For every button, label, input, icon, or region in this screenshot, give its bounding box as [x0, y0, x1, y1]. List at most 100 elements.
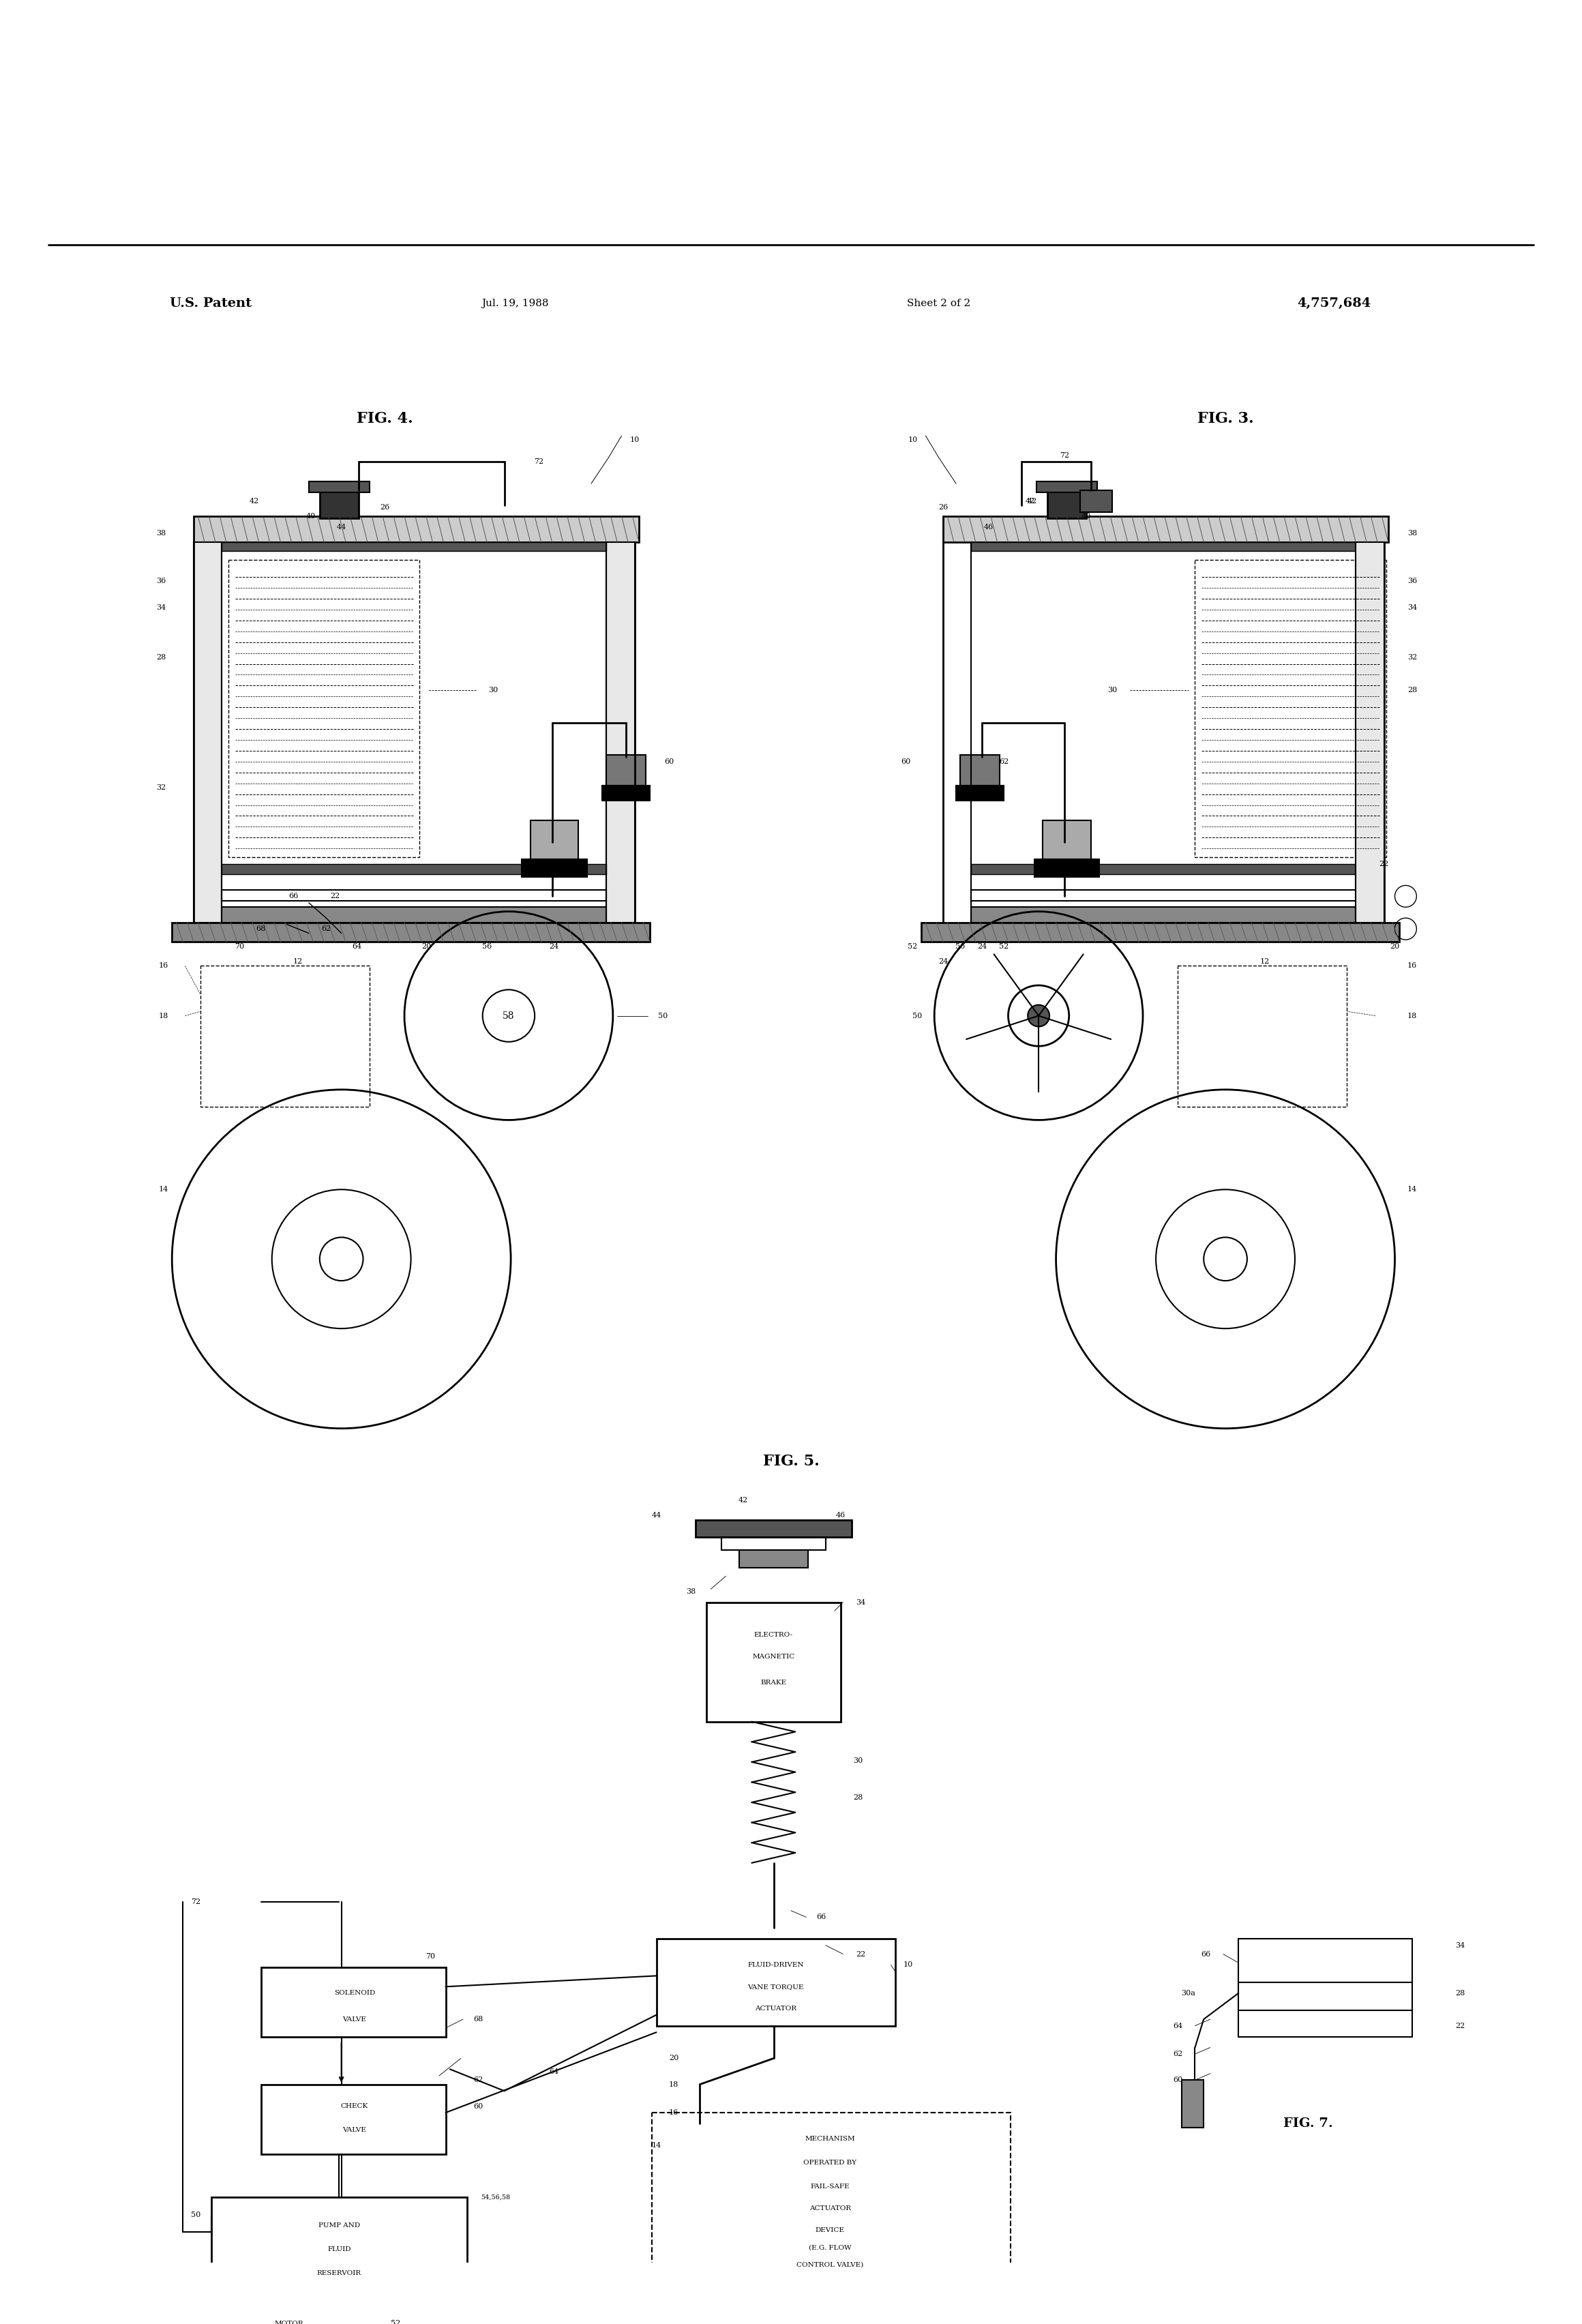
Text: 28: 28	[853, 1794, 864, 1801]
Text: 4,757,684: 4,757,684	[1297, 297, 1372, 309]
Bar	[652, 2113, 1011, 2275]
Bar	[522, 860, 587, 876]
Text: 66: 66	[290, 892, 299, 899]
Bar	[221, 541, 606, 551]
Text: 32: 32	[157, 783, 166, 790]
Text: 64: 64	[351, 944, 361, 951]
Bar	[1239, 1938, 1413, 2036]
Text: 26: 26	[938, 504, 948, 511]
Text: 30: 30	[489, 686, 498, 693]
Text: 22: 22	[331, 892, 340, 899]
Bar	[221, 890, 606, 902]
Text: 10: 10	[630, 437, 639, 444]
Text: ELECTRO-: ELECTRO-	[755, 1631, 793, 1638]
Text: FIG. 5.: FIG. 5.	[763, 1452, 819, 1469]
Text: 14: 14	[652, 2143, 661, 2150]
Bar	[201, 967, 370, 1106]
Bar	[943, 516, 1389, 541]
Text: 72: 72	[1060, 451, 1069, 458]
Bar	[1194, 560, 1386, 858]
Text: 22: 22	[1455, 2022, 1465, 2029]
Text: CHECK: CHECK	[340, 2103, 369, 2110]
Text: 20: 20	[421, 944, 430, 951]
Bar	[261, 2085, 446, 2154]
Bar	[221, 906, 606, 923]
Text: 52: 52	[908, 944, 918, 951]
Text: FIG. 3.: FIG. 3.	[1198, 411, 1253, 425]
Bar	[1177, 967, 1346, 1106]
Bar	[971, 906, 1356, 923]
Text: FIG. 4.: FIG. 4.	[356, 411, 413, 425]
Text: 38: 38	[1408, 530, 1417, 537]
Text: 38: 38	[687, 1587, 696, 1594]
Text: 60: 60	[664, 758, 674, 765]
Text: 36: 36	[1408, 579, 1417, 586]
Text: 18: 18	[669, 2080, 679, 2087]
Text: 14: 14	[158, 1185, 168, 1192]
Bar	[261, 1966, 446, 2036]
Text: FAIL-SAFE: FAIL-SAFE	[810, 2185, 850, 2189]
Bar	[1035, 860, 1099, 876]
Text: FLUID: FLUID	[327, 2247, 351, 2252]
Bar	[606, 755, 645, 786]
Bar	[1182, 2080, 1204, 2129]
Bar	[739, 1550, 808, 1566]
Text: 64: 64	[549, 2068, 558, 2075]
Text: 24: 24	[549, 944, 558, 951]
Bar	[921, 923, 1398, 941]
Text: 70: 70	[426, 1952, 435, 1959]
Text: 34: 34	[1455, 1943, 1465, 1950]
Bar	[603, 786, 650, 802]
Text: 22: 22	[856, 1950, 865, 1957]
Text: 26: 26	[380, 504, 389, 511]
Bar	[308, 481, 370, 493]
Text: OPERATED BY: OPERATED BY	[804, 2159, 857, 2166]
Text: 62: 62	[998, 758, 1009, 765]
Text: 60: 60	[473, 2103, 483, 2110]
Text: 34: 34	[1408, 604, 1417, 611]
Text: 42: 42	[739, 1497, 748, 1504]
Text: RESERVOIR: RESERVOIR	[316, 2271, 361, 2278]
Text: 44: 44	[652, 1513, 661, 1520]
Text: 38: 38	[157, 530, 166, 537]
Text: 46: 46	[984, 523, 993, 530]
Text: 12: 12	[1259, 957, 1269, 964]
Text: MECHANISM: MECHANISM	[805, 2136, 856, 2143]
Text: 24: 24	[978, 944, 987, 951]
Text: 72: 72	[535, 458, 544, 465]
Text: 60: 60	[902, 758, 911, 765]
Text: 28: 28	[1408, 686, 1417, 693]
Text: 62: 62	[321, 925, 331, 932]
Text: 28: 28	[1455, 1989, 1465, 1996]
Bar	[696, 1520, 851, 1536]
Text: U.S. Patent: U.S. Patent	[171, 297, 252, 309]
Text: 24: 24	[938, 957, 948, 964]
Text: 60: 60	[1172, 2078, 1182, 2085]
Text: 62: 62	[473, 2078, 483, 2085]
Text: 18: 18	[1408, 1013, 1417, 1020]
Text: 16: 16	[158, 962, 168, 969]
Bar	[172, 923, 650, 941]
Text: 50: 50	[658, 1013, 668, 1020]
Text: 66: 66	[816, 1913, 826, 1920]
Text: 28: 28	[157, 653, 166, 660]
Text: 56: 56	[483, 944, 492, 951]
Text: 16: 16	[1408, 962, 1417, 969]
Bar	[971, 865, 1356, 874]
Bar	[193, 516, 639, 541]
Text: 62: 62	[1172, 2050, 1182, 2057]
Bar	[971, 890, 1356, 902]
Bar	[606, 541, 634, 923]
Bar	[1043, 820, 1090, 860]
Bar	[1047, 490, 1087, 518]
Text: PUMP AND: PUMP AND	[318, 2222, 361, 2229]
Text: FLUID-DRIVEN: FLUID-DRIVEN	[748, 1961, 804, 1968]
Text: 30: 30	[853, 1757, 864, 1764]
Text: 20: 20	[1391, 944, 1400, 951]
Bar	[706, 1601, 842, 1722]
Text: 36: 36	[157, 579, 166, 586]
Bar	[221, 865, 606, 874]
Text: MAGNETIC: MAGNETIC	[753, 1652, 794, 1659]
Text: 52: 52	[391, 2319, 400, 2324]
Bar	[721, 1536, 826, 1550]
